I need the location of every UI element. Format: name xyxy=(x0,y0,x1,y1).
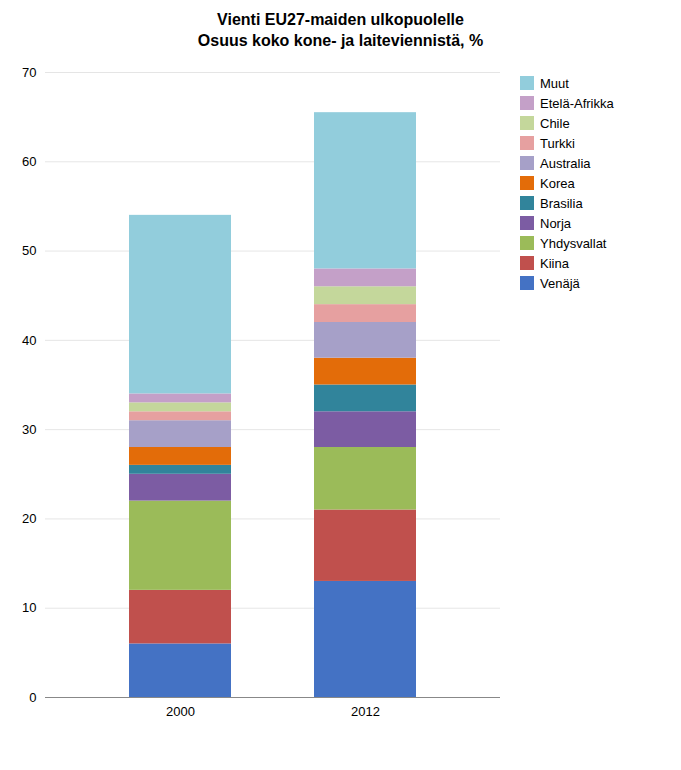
html-text:Brasilia: Brasilia xyxy=(540,195,583,211)
html-text:Vienti EU27-maiden ulkopuolell: Vienti EU27-maiden ulkopuolelle xyxy=(217,11,464,28)
svg-text:10: 10 xyxy=(22,600,36,615)
html-text:Yhdysvallat: Yhdysvallat xyxy=(540,235,607,251)
html-text:Osuus koko kone- ja laitevienn: Osuus koko kone- ja laiteviennistä, % xyxy=(197,31,484,49)
svg-text:2000: 2000 xyxy=(166,703,195,718)
html-text:Australia: Australia xyxy=(540,155,591,171)
svg-text:2012: 2012 xyxy=(351,703,380,718)
svg-text:50: 50 xyxy=(22,243,36,258)
svg-text:70: 70 xyxy=(22,64,36,79)
html-text:Chile: Chile xyxy=(540,115,570,131)
svg-text:0: 0 xyxy=(29,689,36,704)
html-text:Muut: Muut xyxy=(540,75,569,91)
svg-text:40: 40 xyxy=(22,332,36,347)
html-text:Etelä-Afrikka: Etelä-Afrikka xyxy=(540,95,614,111)
svg-text:20: 20 xyxy=(22,511,36,526)
svg-text:30: 30 xyxy=(22,421,36,436)
html-text:Venäjä: Venäjä xyxy=(540,275,580,291)
html-text:Korea: Korea xyxy=(540,175,575,191)
html-text:Norja: Norja xyxy=(540,215,572,231)
html-text:Kiina: Kiina xyxy=(540,255,569,271)
html-text:Turkki: Turkki xyxy=(540,135,575,151)
svg-text:60: 60 xyxy=(22,154,36,169)
